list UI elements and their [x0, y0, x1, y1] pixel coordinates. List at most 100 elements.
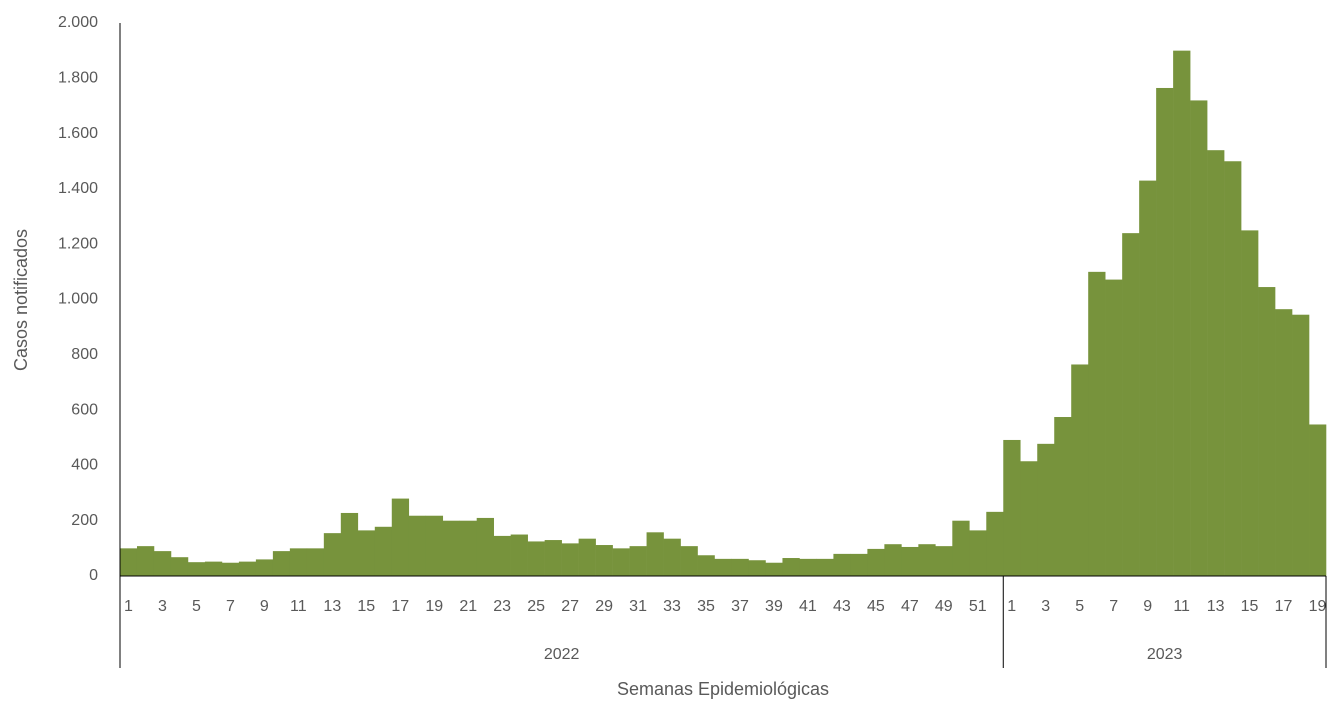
y-tick-label: 1.600: [58, 125, 98, 142]
x-tick-label: 37: [731, 598, 749, 615]
bar: [782, 558, 800, 576]
bar: [1292, 314, 1310, 576]
x-tick-label: 19: [425, 598, 443, 615]
bar: [170, 557, 189, 576]
x-tick-label: 35: [697, 598, 715, 615]
x-tick-label: 15: [1241, 598, 1259, 615]
bar: [120, 548, 138, 576]
x-tick-label: 51: [969, 598, 987, 615]
x-tick-label: 7: [1109, 598, 1118, 615]
x-tick-label: 13: [1207, 598, 1225, 615]
bar: [544, 540, 562, 576]
bar: [901, 546, 919, 576]
bar: [391, 498, 410, 576]
bar: [680, 546, 698, 576]
x-tick-label: 29: [595, 598, 613, 615]
x-tick-label: 1: [1007, 598, 1016, 615]
x-tick-label: 17: [391, 598, 409, 615]
x-tick-label: 21: [459, 598, 477, 615]
y-tick-label: 1.400: [58, 180, 98, 197]
y-tick-label: 400: [71, 457, 98, 474]
y-tick-label: 800: [71, 346, 98, 363]
bar: [289, 548, 308, 576]
x-tick-label: 45: [867, 598, 885, 615]
bar: [1037, 443, 1055, 576]
bar: [425, 515, 444, 576]
bar: [1122, 233, 1140, 576]
bar: [816, 558, 834, 576]
bar: [748, 560, 766, 576]
bar: [799, 558, 817, 576]
group-label: 2022: [544, 646, 580, 663]
x-axis-title: Semanas Epidemiológicas: [617, 679, 829, 699]
bar: [850, 553, 868, 576]
bar: [629, 546, 647, 576]
bar: [765, 562, 783, 576]
x-tick-label: 9: [1143, 598, 1152, 615]
y-tick-label: 200: [71, 512, 98, 529]
bar: [1309, 424, 1327, 576]
bar: [646, 532, 664, 576]
y-tick-label: 600: [71, 401, 98, 418]
bar: [476, 517, 494, 576]
x-tick-label: 3: [158, 598, 167, 615]
bar: [1224, 161, 1242, 576]
bar: [1275, 309, 1293, 576]
bar: [527, 541, 545, 576]
y-tick-label: 1.000: [58, 291, 98, 308]
bar: [969, 530, 987, 576]
bar: [1139, 180, 1157, 577]
bar: [1088, 271, 1106, 576]
x-tick-label: 25: [527, 598, 545, 615]
bar: [1003, 439, 1021, 576]
bar: [187, 562, 206, 576]
x-tick-label: 5: [192, 598, 201, 615]
bar: [1071, 364, 1089, 576]
bar: [612, 548, 630, 576]
bar: [442, 520, 461, 576]
bar: [272, 551, 291, 576]
bar: [493, 535, 511, 576]
bar: [884, 544, 902, 576]
bar: [595, 545, 613, 576]
x-tick-label: 9: [260, 598, 269, 615]
x-tick-label: 31: [629, 598, 647, 615]
x-tick-label: 5: [1075, 598, 1084, 615]
bar: [1258, 287, 1276, 576]
bar: [1020, 461, 1038, 576]
bar: [238, 561, 257, 576]
bar: [153, 551, 172, 576]
bar: [323, 533, 342, 576]
bar: [1207, 150, 1225, 576]
x-tick-label: 11: [290, 598, 307, 615]
x-tick-label: 1: [124, 598, 133, 615]
x-tick-label: 19: [1309, 598, 1327, 615]
x-tick-label: 7: [226, 598, 235, 615]
y-tick-label: 1.800: [58, 70, 98, 87]
bar: [357, 530, 376, 576]
bar: [221, 562, 240, 576]
bar: [952, 520, 970, 576]
x-tick-label: 13: [323, 598, 341, 615]
bar: [510, 534, 528, 576]
bar: [255, 559, 274, 576]
x-tick-label: 15: [357, 598, 375, 615]
bar: [731, 558, 749, 576]
bar: [867, 548, 885, 576]
bar: [1156, 87, 1174, 576]
x-tick-label: 49: [935, 598, 953, 615]
x-tick-label: 39: [765, 598, 783, 615]
bar: [136, 546, 155, 576]
y-tick-label: 1.200: [58, 235, 98, 252]
group-label: 2023: [1147, 646, 1183, 663]
bar: [340, 512, 359, 576]
bar: [1173, 50, 1191, 576]
bar: [306, 548, 325, 576]
bar: [459, 520, 478, 576]
y-tick-label: 0: [89, 567, 98, 584]
y-tick-label: 2.000: [58, 14, 98, 31]
bar: [1054, 417, 1072, 576]
bar: [986, 511, 1004, 576]
x-tick-label: 41: [799, 598, 817, 615]
